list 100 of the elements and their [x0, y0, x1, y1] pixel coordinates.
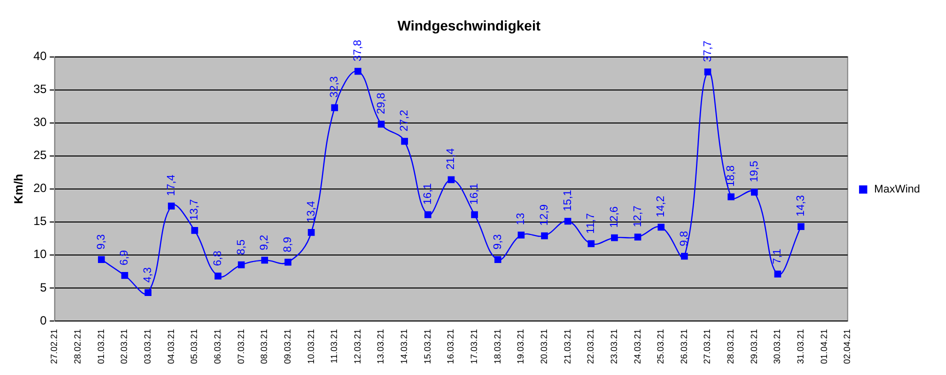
x-tick-label: 18.03.21 — [492, 328, 502, 364]
data-label: 19,5 — [748, 160, 760, 182]
x-tick-label: 09.03.21 — [282, 328, 292, 364]
y-tick-label: 40 — [33, 49, 48, 64]
data-label: 37,7 — [702, 40, 714, 62]
x-tick-label: 28.03.21 — [726, 328, 736, 364]
point — [588, 240, 595, 248]
data-label: 8,5 — [235, 240, 248, 255]
point — [611, 234, 618, 242]
x-tick-label: 08.03.21 — [259, 328, 270, 364]
x-tick-label: 11.03.21 — [329, 328, 340, 364]
data-label: 17,4 — [165, 174, 178, 196]
x-tick-label: 06.03.21 — [212, 328, 222, 364]
point — [471, 211, 478, 218]
x-tick-label: 28.02.21 — [72, 328, 83, 364]
point — [680, 252, 688, 260]
x-tick-label: 15.03.21 — [422, 328, 432, 364]
point — [728, 193, 734, 200]
point — [214, 272, 222, 280]
point — [448, 176, 455, 184]
point — [518, 232, 525, 239]
x-tick-label: 22.03.21 — [586, 328, 596, 364]
x-tick-label: 24.03.21 — [632, 328, 642, 364]
x-tick-label: 07.03.21 — [236, 328, 246, 364]
x-tick-label: 27.02.21 — [49, 328, 60, 364]
data-label: 4,3 — [142, 267, 154, 283]
data-label: 7,1 — [772, 248, 784, 264]
point — [564, 218, 572, 225]
point — [191, 227, 198, 234]
point — [750, 188, 758, 196]
x-tick-label: 17.03.21 — [469, 328, 480, 364]
data-label: 27,2 — [398, 110, 411, 132]
data-label: 12,6 — [608, 206, 620, 228]
x-tick-label: 13.03.21 — [376, 328, 386, 364]
y-tick-label: 0 — [40, 313, 48, 328]
point — [331, 104, 338, 112]
x-tick-label: 02.04.21 — [842, 328, 852, 364]
point — [261, 256, 268, 264]
point — [98, 256, 105, 263]
point — [424, 211, 432, 218]
data-label: 9,8 — [678, 230, 690, 246]
x-tick-label: 31.03.21 — [796, 328, 806, 364]
data-label: 37,8 — [352, 40, 364, 62]
data-label: 12,9 — [538, 204, 551, 226]
point — [354, 68, 362, 75]
y-tick-label: 30 — [33, 115, 48, 130]
point — [378, 120, 385, 128]
point — [238, 261, 245, 268]
x-tick-label: 04.03.21 — [166, 328, 176, 364]
point — [144, 289, 152, 296]
x-tick-label: 20.03.21 — [538, 328, 549, 364]
x-tick-label: 26.03.21 — [678, 328, 689, 364]
data-label: 29,8 — [375, 92, 388, 114]
data-label: 11,7 — [585, 213, 598, 234]
data-label: 18,8 — [725, 165, 738, 187]
data-label: 9,3 — [492, 234, 504, 250]
data-label: 9,2 — [258, 234, 271, 250]
data-label: 15,1 — [562, 190, 574, 212]
x-tick-label: 21.03.21 — [562, 328, 572, 364]
point — [704, 68, 712, 76]
x-tick-label: 25.03.21 — [656, 328, 666, 364]
point — [798, 223, 804, 230]
point — [658, 224, 665, 231]
point — [284, 258, 292, 266]
data-label: 13,4 — [305, 201, 318, 222]
point — [308, 229, 315, 236]
x-tick-label: 01.04.21 — [818, 328, 829, 364]
y-tick-label: 5 — [40, 280, 48, 294]
chart-title: Windgeschwindigkeit — [398, 17, 541, 34]
data-label: 21,4 — [445, 148, 458, 170]
point — [774, 270, 782, 278]
data-label: 14,3 — [795, 195, 808, 217]
point — [634, 234, 642, 241]
y-axis-title: Km/h — [12, 174, 26, 204]
point — [168, 202, 175, 210]
data-label: 16,1 — [422, 183, 434, 205]
point — [401, 138, 408, 145]
data-label: 13 — [515, 212, 528, 226]
y-tick-label: 35 — [33, 82, 48, 96]
point — [494, 256, 502, 263]
y-tick-label: 20 — [33, 181, 48, 196]
x-tick-label: 23.03.21 — [608, 328, 619, 364]
point — [121, 272, 128, 279]
x-tick-label: 02.03.21 — [119, 328, 130, 364]
x-tick-label: 10.03.21 — [306, 328, 316, 364]
y-tick-label: 10 — [33, 247, 48, 262]
y-tick-label: 15 — [33, 214, 48, 228]
x-tick-label: 19.03.21 — [516, 328, 526, 364]
x-tick-label: 14.03.21 — [399, 328, 410, 364]
y-tick-label: 25 — [33, 148, 48, 162]
x-tick-label: 01.03.21 — [96, 328, 106, 364]
legend-label: MaxWind — [874, 184, 920, 196]
data-label: 6,8 — [212, 250, 224, 266]
data-label: 14,2 — [655, 196, 668, 218]
data-label: 8,9 — [282, 236, 294, 252]
data-label: 32,3 — [328, 76, 341, 98]
x-tick-label: 29.03.21 — [748, 328, 759, 364]
x-tick-label: 27.03.21 — [702, 328, 712, 364]
data-label: 13,7 — [188, 199, 201, 220]
data-label: 12,7 — [632, 206, 644, 228]
